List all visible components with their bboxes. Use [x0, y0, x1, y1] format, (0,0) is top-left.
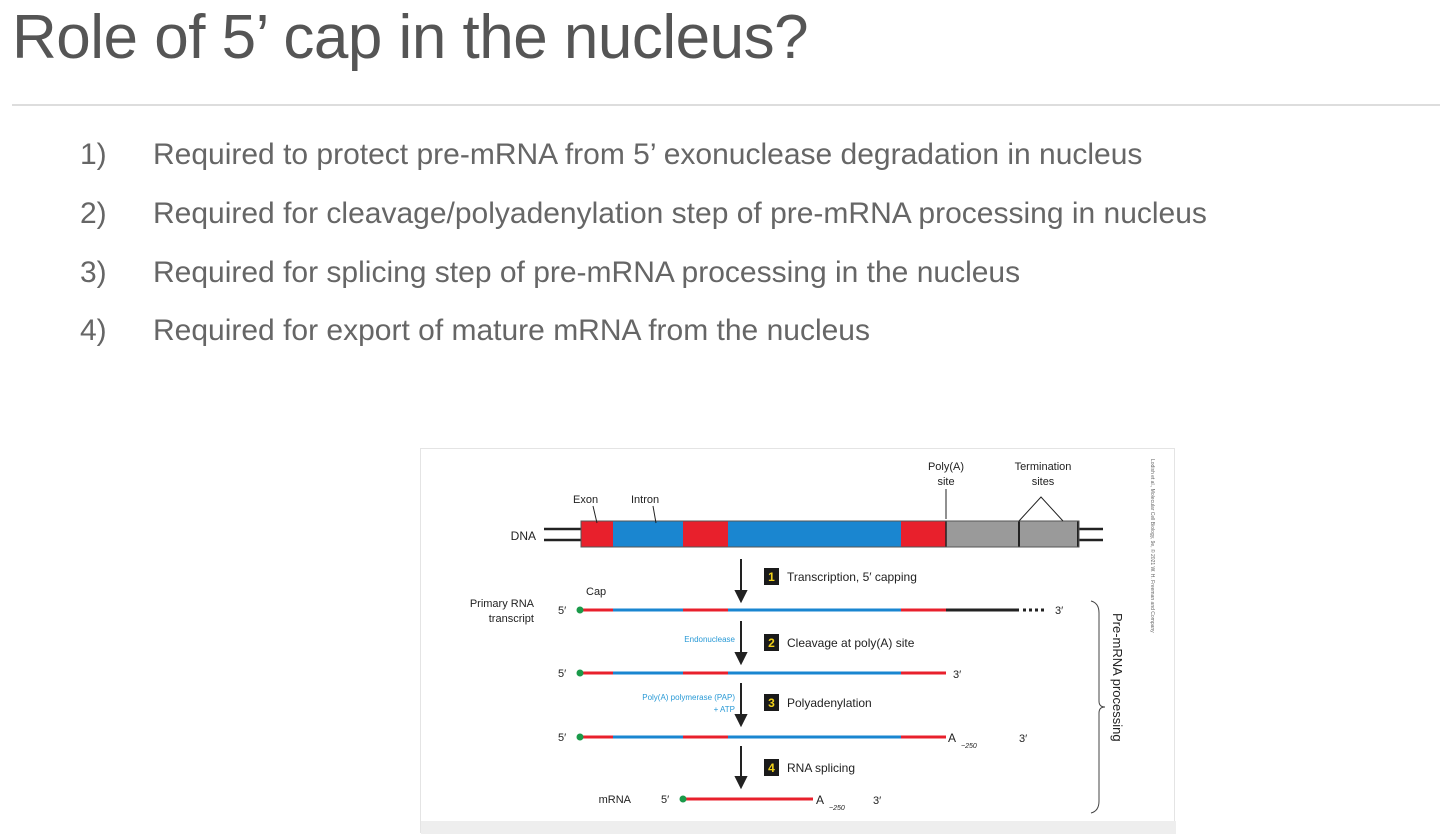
- exon-label: Exon: [573, 494, 598, 506]
- pap-label: Poly(A) polymerase (PAP): [642, 693, 735, 702]
- step-3: 3 Polyadenylation: [764, 694, 872, 711]
- slide-title: Role of 5’ cap in the nucleus?: [12, 3, 809, 72]
- pre-mrna-processing-label: Pre-mRNA processing: [1110, 613, 1125, 742]
- termination-label-2: sites: [1032, 476, 1055, 488]
- item-text: Required to protect pre-mRNA from 5’ exo…: [153, 138, 1143, 171]
- step-label: Cleavage at poly(A) site: [787, 636, 915, 650]
- polya-site-label: Poly(A): [928, 461, 964, 473]
- item-number: 3): [80, 256, 107, 289]
- figure-svg: DNA Exon Intron Poly(A) site Termination…: [421, 459, 1176, 834]
- item-number: 1): [80, 138, 107, 171]
- dna-strand: [544, 520, 1103, 548]
- cap-icon: [576, 669, 584, 677]
- termination-label: Termination: [1015, 461, 1072, 473]
- polyadenylated-rna: [576, 733, 946, 741]
- step-number: 4: [768, 761, 775, 775]
- poly-a-length: ~250: [829, 805, 845, 812]
- figure-footer-band: [421, 821, 1176, 834]
- processing-bracket: [1090, 600, 1106, 814]
- cap-label: Cap: [586, 586, 606, 598]
- three-prime-label: 3′: [953, 669, 961, 681]
- step-1: 1 Transcription, 5′ capping: [764, 568, 917, 585]
- step-label: Transcription, 5′ capping: [787, 570, 917, 584]
- polya-site-label-2: site: [937, 476, 954, 488]
- item-text: Required for export of mature mRNA from …: [153, 314, 870, 347]
- list-item: 2) Required for cleavage/polyadenylation …: [80, 197, 1207, 231]
- primary-transcript-label-2: transcript: [489, 613, 534, 625]
- item-number: 2): [80, 197, 107, 230]
- poly-a-label: A: [948, 731, 956, 745]
- step-number: 3: [768, 696, 775, 710]
- list-item: 1) Required to protect pre-mRNA from 5’ e…: [80, 138, 1142, 172]
- list-item: 3) Required for splicing step of pre-mRNA…: [80, 256, 1020, 290]
- title-divider: [12, 104, 1440, 106]
- step-label: Polyadenylation: [787, 696, 872, 710]
- three-prime-label: 3′: [873, 795, 881, 807]
- five-prime-label: 5′: [558, 605, 566, 617]
- pre-mrna-processing-figure: DNA Exon Intron Poly(A) site Termination…: [420, 448, 1176, 834]
- three-prime-label: 3′: [1019, 733, 1027, 745]
- item-number: 4): [80, 314, 107, 347]
- poly-a-label: A: [816, 793, 824, 807]
- cap-icon: [576, 606, 584, 614]
- step-number: 1: [768, 570, 775, 584]
- dna-label: DNA: [511, 529, 536, 543]
- step-4: 4 RNA splicing: [764, 759, 855, 776]
- primary-transcript-label: Primary RNA: [470, 598, 535, 610]
- five-prime-label: 5′: [558, 732, 566, 744]
- primary-rna-transcript: [576, 606, 1047, 614]
- mrna-label: mRNA: [599, 794, 632, 806]
- mature-mrna: [679, 795, 813, 803]
- five-prime-label: 5′: [661, 794, 669, 806]
- step-number: 2: [768, 636, 775, 650]
- poly-a-length: ~250: [961, 743, 977, 750]
- copyright-text: Lodish et al., Molecular Cell Biology, 9…: [1149, 459, 1156, 633]
- cap-icon: [679, 795, 687, 803]
- step-2: 2 Cleavage at poly(A) site: [764, 634, 915, 651]
- cleaved-rna: [576, 669, 946, 677]
- cap-icon: [576, 733, 584, 741]
- list-item: 4) Required for export of mature mRNA fro…: [80, 314, 870, 348]
- atp-label: + ATP: [714, 705, 735, 714]
- five-prime-label: 5′: [558, 668, 566, 680]
- three-prime-label: 3′: [1055, 605, 1063, 617]
- item-text: Required for cleavage/polyadenylation st…: [153, 197, 1207, 230]
- step-arrows: [734, 559, 748, 790]
- item-text: Required for splicing step of pre-mRNA p…: [153, 256, 1021, 289]
- intron-label: Intron: [631, 494, 659, 506]
- step-label: RNA splicing: [787, 761, 855, 775]
- endonuclease-label: Endonuclease: [684, 635, 735, 644]
